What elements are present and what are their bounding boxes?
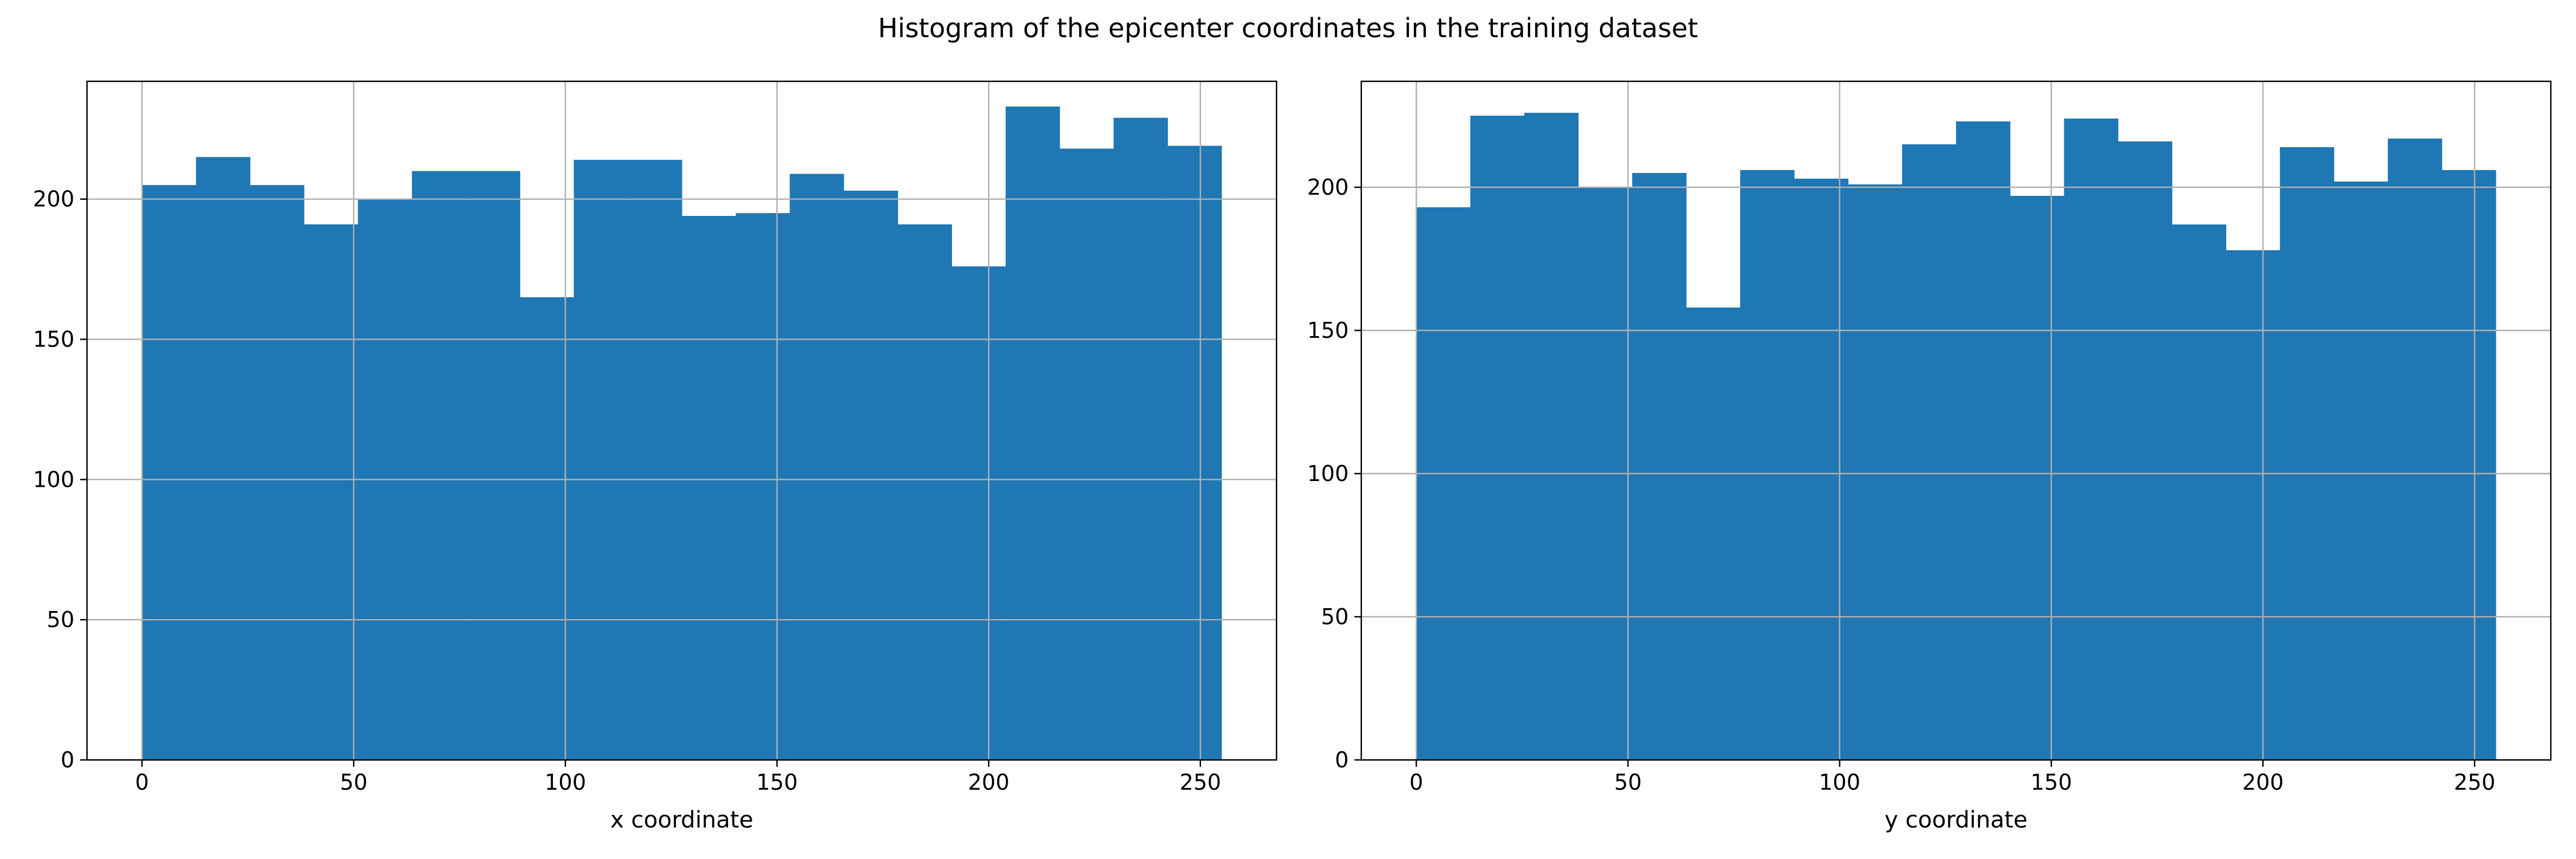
x-tick-label: 200	[968, 770, 1010, 795]
y-tick-label: 50	[47, 607, 74, 632]
x-tick-label: 150	[756, 770, 798, 795]
x-tick-label: 250	[2454, 770, 2496, 795]
y-tick-label: 0	[61, 747, 74, 773]
y-tick-label: 50	[1321, 604, 1349, 629]
histogram-bar	[1005, 107, 1060, 760]
histogram-bar	[2117, 141, 2172, 760]
x-axis-label: x coordinate	[610, 807, 753, 833]
y-tick-label: 200	[33, 187, 74, 212]
histogram-bar	[1902, 144, 1957, 760]
axes-frame	[86, 80, 1278, 761]
y-tick-label: 150	[1307, 318, 1349, 343]
histogram-bar	[682, 216, 736, 760]
histogram-bar	[2334, 182, 2388, 760]
histogram-bar	[2064, 119, 2119, 760]
histogram-bar	[1632, 173, 1687, 760]
histogram-bar	[1167, 145, 1222, 760]
figure-title: Histogram of the epicenter coordinates i…	[878, 13, 1698, 44]
histogram-bar	[1524, 113, 1579, 760]
histogram-bar	[736, 213, 791, 760]
y-tick-label: 200	[1307, 175, 1349, 200]
histogram-bar	[1470, 116, 1525, 760]
histogram-bar	[951, 266, 1006, 760]
x-tick-label: 100	[544, 770, 586, 795]
histogram-bar	[2388, 139, 2443, 760]
histogram-bar	[1686, 308, 1741, 760]
histogram-bar	[574, 160, 629, 761]
histogram-bar	[1956, 121, 2010, 760]
histogram-bar	[1416, 207, 1471, 760]
histogram-bar	[250, 185, 305, 760]
histogram-bar	[627, 160, 682, 761]
x-tick-label: 250	[1180, 770, 1222, 795]
histogram-bar	[303, 224, 358, 760]
histogram-bar	[1740, 170, 1795, 760]
y-tick-label: 100	[1307, 461, 1349, 486]
histogram-bar	[2226, 250, 2281, 760]
x-tick-label: 100	[1819, 770, 1860, 795]
x-coordinate-histogram: 0 50 100 150 200 250 0 50 100 150 200 x coordinate	[33, 80, 1278, 833]
histogram-bar	[142, 185, 197, 760]
histogram-bar	[2010, 196, 2065, 760]
y-tick-label: 100	[33, 467, 74, 492]
histogram-bar	[1848, 184, 1903, 760]
x-tick-label: 0	[135, 770, 149, 795]
x-tick-label: 0	[1409, 770, 1423, 795]
histogram-bar	[2441, 170, 2496, 760]
histogram-bar	[843, 190, 898, 760]
histogram-bar	[2172, 224, 2227, 760]
x-tick-label: 50	[1614, 770, 1642, 795]
histogram-bar	[412, 171, 467, 760]
histogram-bar	[465, 171, 520, 760]
histogram-bar	[1113, 117, 1168, 761]
x-tick-label: 50	[340, 770, 368, 795]
histogram-bar	[196, 157, 251, 761]
histogram-bar	[789, 174, 844, 760]
x-tick-label: 200	[2242, 770, 2284, 795]
y-coordinate-histogram: 0 50 100 150 200 250 0 50 100 150 200 y coordinate	[1307, 80, 2552, 833]
x-axis-label: y coordinate	[1884, 807, 2028, 833]
x-tick-label: 150	[2030, 770, 2072, 795]
histogram-bar	[2279, 147, 2334, 760]
y-tick-label: 150	[33, 326, 74, 352]
y-tick-label: 0	[1335, 747, 1349, 773]
histogram-bar	[898, 224, 953, 760]
axes-frame	[1360, 80, 2552, 761]
histogram-bar	[1060, 148, 1114, 761]
